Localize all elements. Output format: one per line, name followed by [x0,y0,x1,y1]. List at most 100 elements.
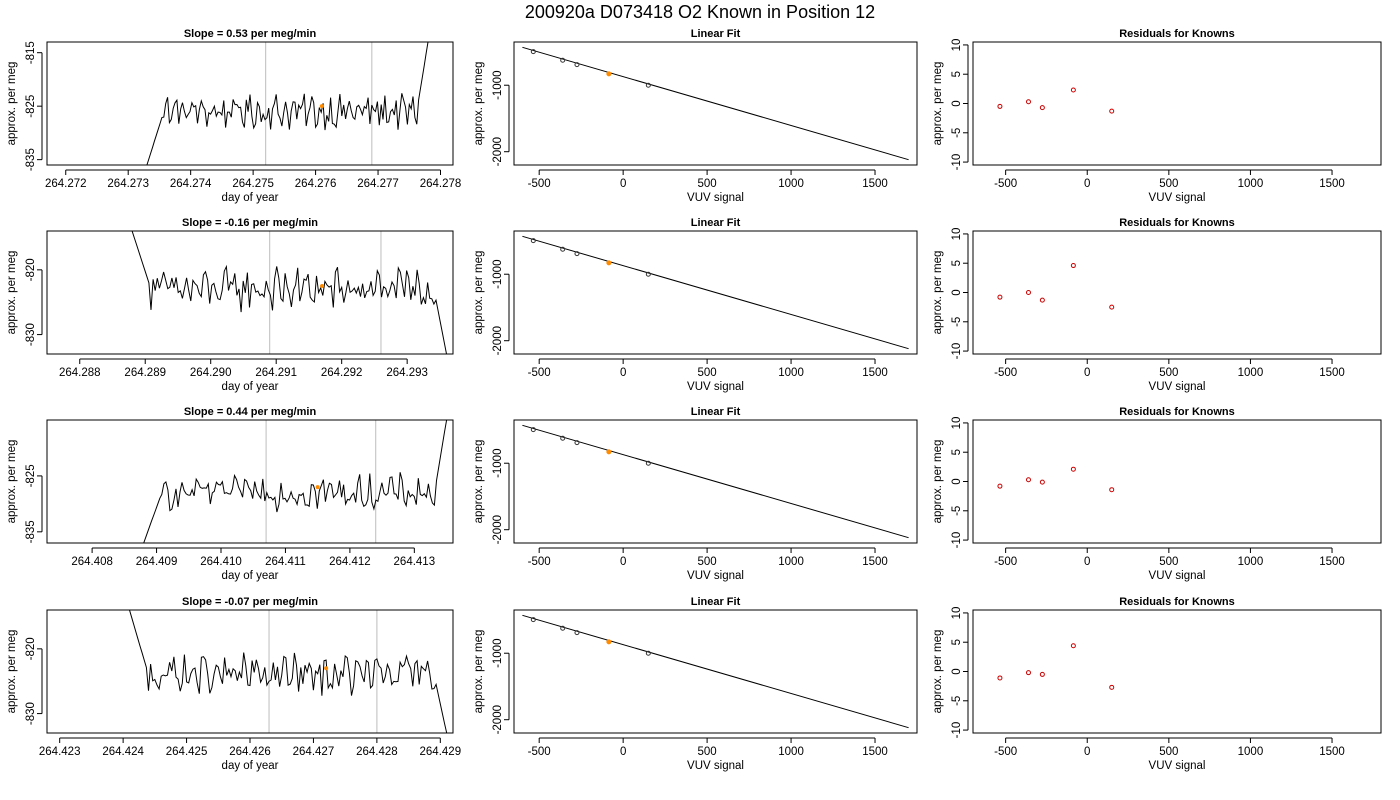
panel-timeseries-row4: Slope = -0.07 per meg/min 264.423 264.424 2… [6,596,461,772]
x-tick-label: 264.275 [232,178,274,190]
panel-timeseries-row3: Slope = 0.44 per meg/min 264.408 264.409 26… [6,406,454,582]
x-tick-label: -500 [994,367,1017,379]
x-axis-label: day of year [222,760,279,772]
x-tick-label: 264.408 [71,556,113,568]
panel-title: Residuals for Knowns [1119,596,1235,608]
x-tick-label: 264.428 [356,746,398,758]
residual-point [1070,466,1076,472]
x-tick-label: 1000 [778,178,804,190]
x-tick-label: 264.423 [39,746,81,758]
panel-linear-fit-row1: Linear Fit -500 0 500 1000 1500 VUV signal -100… [473,28,918,204]
x-tick-label: 0 [1084,746,1090,758]
y-tick-label: 0 [951,289,963,295]
data-point [530,49,536,55]
x-tick-label: 1000 [778,556,804,568]
residual-point [997,483,1003,489]
plot-area [997,263,1115,310]
data-point [560,246,566,252]
y-tick-label: -1000 [492,260,504,289]
x-tick-label: 264.274 [170,178,212,190]
x-tick-label: 0 [1084,367,1090,379]
data-point [574,440,580,446]
x-tick-label: -500 [528,178,551,190]
x-tick-label: 264.276 [295,178,337,190]
plot-area [129,610,448,733]
data-point [574,630,580,636]
y-tick-label: -2000 [492,137,504,166]
x-tick-label: 1500 [862,178,888,190]
y-tick-label: 10 [951,228,963,241]
x-tick-label: 264.291 [255,367,297,379]
x-tick-label: -500 [994,178,1017,190]
y-tick-label: -1000 [492,449,504,478]
x-tick-label: -500 [994,746,1017,758]
y-axis-label: approx. per meg [6,251,18,335]
y-tick-label: -5 [951,696,963,706]
panel-title: Linear Fit [691,596,741,608]
data-point [606,71,612,77]
x-tick-label: 500 [698,556,717,568]
x-tick-label: 0 [620,556,626,568]
panel-title: Slope = 0.53 per meg/min [184,28,317,40]
data-point [560,625,566,631]
residual-point [1025,477,1031,483]
plot-frame [972,230,1382,355]
x-tick-label: -500 [528,556,551,568]
residual-point [1070,87,1076,93]
y-tick-label: 10 [951,607,963,620]
residual-point [1025,99,1031,105]
highlight-marker [320,284,325,289]
x-tick-label: 500 [698,367,717,379]
y-tick-label: -830 [25,702,37,725]
residual-point [1039,297,1045,303]
x-tick-label: 264.429 [420,746,462,758]
x-tick-label: 1500 [1319,746,1345,758]
x-tick-label: 1000 [778,746,804,758]
x-tick-label: 264.411 [265,556,306,568]
plot-frame [513,41,918,166]
x-tick-label: 264.412 [329,556,371,568]
residual-point [1039,479,1045,485]
x-tick-label: 500 [1159,178,1178,190]
y-tick-label: 5 [951,260,963,266]
x-axis-label: day of year [222,381,279,393]
x-tick-label: -500 [994,556,1017,568]
x-tick-label: 1000 [1238,178,1264,190]
x-tick-label: 264.425 [166,746,208,758]
plot-area [131,231,447,354]
residual-point [1109,487,1115,493]
y-axis-label: approx. per meg [473,440,485,524]
x-tick-label: 1500 [862,746,888,758]
x-tick-label: 0 [1084,178,1090,190]
x-tick-label: 264.273 [107,178,149,190]
timeseries-trace [129,610,448,733]
panel-title: Slope = -0.16 per meg/min [182,217,318,229]
panel-title: Linear Fit [691,217,741,229]
residual-point [1070,263,1076,269]
y-tick-label: 0 [951,100,963,106]
x-tick-label: 1000 [778,367,804,379]
data-point [645,650,651,656]
x-axis-label: VUV signal [687,192,744,204]
plot-frame [46,230,454,355]
plot-area [522,614,909,729]
plot-frame [46,419,454,544]
y-tick-label: -820 [25,637,37,660]
y-tick-label: 5 [951,639,963,645]
x-tick-label: 264.409 [136,556,178,568]
panel-title: Residuals for Knowns [1119,406,1235,418]
panel-title: Residuals for Knowns [1119,217,1235,229]
y-tick-label: -1000 [492,639,504,668]
y-tick-label: 0 [951,668,963,674]
data-point [574,62,580,68]
x-tick-label: 264.289 [124,367,166,379]
timeseries-trace [131,231,447,354]
panel-residuals-row4: Residuals for Knowns -500 0 500 1000 1500 VUV … [932,596,1382,772]
y-tick-label: -10 [951,722,963,739]
plot-frame [972,419,1382,544]
x-tick-label: -500 [528,367,551,379]
y-axis-label: approx. per meg [473,62,485,146]
data-point [530,427,536,433]
x-axis-label: VUV signal [1149,570,1206,582]
